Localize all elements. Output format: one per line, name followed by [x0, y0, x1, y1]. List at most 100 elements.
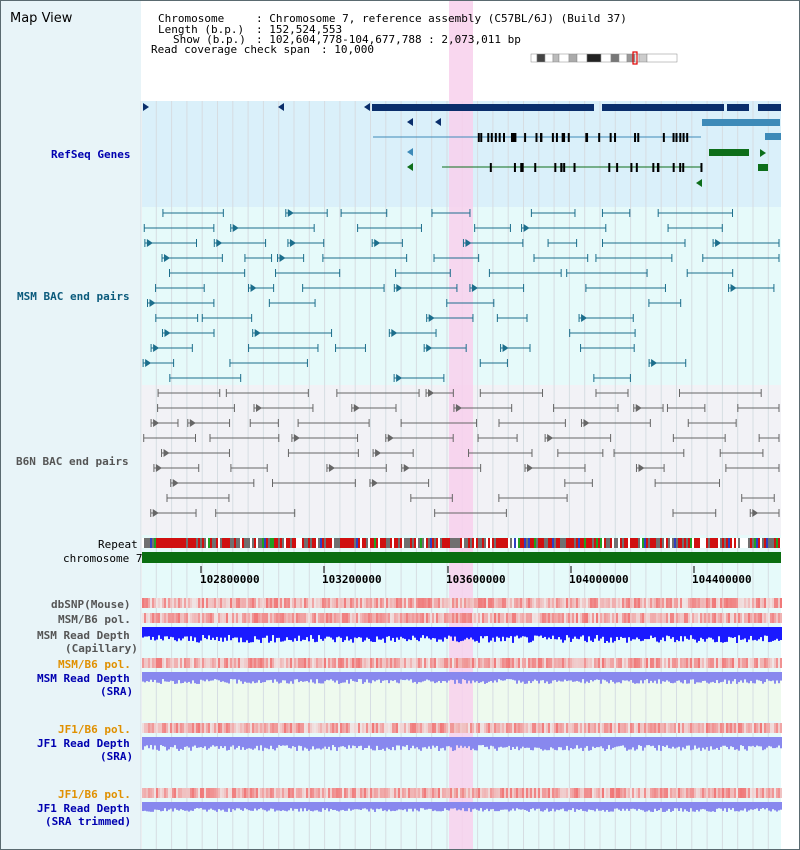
jf1-trim-depth-bar	[562, 802, 564, 809]
msm-sra-pol-cell	[316, 658, 318, 668]
msm-sra-pol-cell	[626, 658, 628, 668]
msm-cap-depth-bar	[560, 627, 562, 640]
dbsnp-cell	[376, 598, 378, 608]
msm-sra-depth-bar	[322, 672, 324, 684]
msm-cap-depth-bar	[536, 627, 538, 636]
dbsnp-cell	[666, 598, 668, 608]
jf1-trim-depth-bar	[436, 802, 438, 812]
msm-pol-cell	[734, 613, 736, 623]
dbsnp-cell	[674, 598, 676, 608]
refseq-exon	[635, 163, 638, 172]
msm-pol-cell	[452, 613, 454, 623]
jf1-depth-bar	[758, 737, 760, 747]
repeat-segment	[204, 538, 206, 548]
jf1-trim-depth-bar	[586, 802, 588, 812]
repeat-segment	[306, 538, 308, 548]
jf1-pol-cell	[780, 723, 782, 733]
msm-cap-depth-bar	[422, 627, 424, 636]
msm-sra-pol-cell	[322, 658, 324, 668]
axis-tick-label-1: 102800000	[200, 573, 260, 586]
jf1-depth-bar	[294, 737, 296, 748]
jf1-trim-depth-bar	[778, 802, 780, 811]
jf1-trim-pol-cell	[172, 788, 174, 798]
jf1-pol-cell	[342, 723, 344, 733]
jf1-depth-bar	[590, 737, 592, 751]
jf1-trim-depth-bar	[518, 802, 520, 810]
msm-cap-depth-bar	[698, 627, 700, 641]
jf1-trim-depth-bar	[386, 802, 388, 812]
ideogram-band	[558, 53, 570, 63]
msm-cap-depth-bar	[776, 627, 778, 639]
msm-sra-depth-bar	[734, 672, 736, 680]
repeat-segment	[524, 538, 526, 548]
jf1-depth-bar	[378, 737, 380, 751]
msm-sra-depth-bar	[434, 672, 436, 684]
msm-sra-depth-bar	[474, 672, 476, 683]
jf1-depth-bar	[484, 737, 486, 748]
jf1-trim-depth-bar	[364, 802, 366, 809]
repeat-segment	[738, 538, 740, 548]
msm-sra-depth-bar	[146, 672, 148, 682]
msm-sra-depth-bar	[592, 672, 594, 682]
msm-sra-pol-cell	[392, 658, 394, 668]
msm-cap-depth-bar	[232, 627, 234, 639]
refseq-gene-block	[758, 104, 781, 111]
jf1-depth-bar	[406, 737, 408, 746]
msm-sra-pol-cell	[736, 658, 738, 668]
dbsnp-cell	[654, 598, 656, 608]
jf1-pol-cell	[702, 723, 704, 733]
msm-pol-cell	[226, 613, 228, 623]
dbsnp-cell	[174, 598, 176, 608]
jf1-trim-pol-cell	[246, 788, 248, 798]
msm-cap-depth-bar	[238, 627, 240, 643]
b6n-bac-track-label[interactable]: B6N BAC end pairs	[16, 455, 129, 468]
msm-pol-cell	[442, 613, 444, 623]
dbsnp-cell	[336, 598, 338, 608]
jf1-trim-depth-bar	[410, 802, 412, 809]
dbsnp-cell	[486, 598, 488, 608]
msm-bac-track-label[interactable]: MSM BAC end pairs	[17, 290, 130, 303]
msm-sra-pol-cell	[682, 658, 684, 668]
msm-cap-depth-bar	[204, 627, 206, 639]
dbsnp-cell	[324, 598, 326, 608]
msm-cap-depth-bar	[172, 627, 174, 638]
msm-cap-depth-bar	[244, 627, 246, 643]
jf1-trim-depth-bar	[560, 802, 562, 810]
msm-cap-depth-bar	[186, 627, 188, 637]
msm-sra-pol-cell	[600, 658, 602, 668]
msm-pol-cell	[362, 613, 364, 623]
msm-sra-depth-bar	[500, 672, 502, 681]
b6n-bac-arrow	[256, 404, 263, 412]
msm-sra-depth-bar	[552, 672, 554, 681]
msm-cap-depth-bar	[402, 627, 404, 639]
jf1-trim-pol-cell	[416, 788, 418, 798]
msm-sra-depth-bar	[698, 672, 700, 683]
msm-cap-depth-bar	[524, 627, 526, 637]
repeat-segment	[688, 538, 690, 548]
jf1-depth-bar	[650, 737, 652, 747]
repeat-segment	[478, 538, 480, 548]
msm-sra-pol-cell	[144, 658, 146, 668]
msm-sra-depth-bar	[272, 672, 274, 683]
msm-sra-pol-cell	[434, 658, 436, 668]
msm-pol-cell	[410, 613, 412, 623]
msm-sra-pol-cell	[418, 658, 420, 668]
dbsnp-cell	[776, 598, 778, 608]
jf1-depth-bar	[300, 737, 302, 747]
jf1-pol-cell	[426, 723, 428, 733]
jf1-pol-cell	[204, 723, 206, 733]
msm-cap-depth-bar	[312, 627, 314, 639]
jf1-trim-depth-bar	[222, 802, 224, 810]
msm-pol-cell	[326, 613, 328, 623]
msm-sra-pol-cell	[328, 658, 330, 668]
dbsnp-cell	[548, 598, 550, 608]
msm-cap-depth-bar	[588, 627, 590, 637]
jf1-trim-pol-cell	[372, 788, 374, 798]
refseq-track-label[interactable]: RefSeq Genes	[51, 148, 131, 161]
repeat-segment	[294, 538, 296, 548]
jf1-trim-pol-cell	[306, 788, 308, 798]
msm-sra-pol-cell	[544, 658, 546, 668]
jf1-depth-bar	[272, 737, 274, 750]
msm-cap-depth-bar	[328, 627, 330, 637]
